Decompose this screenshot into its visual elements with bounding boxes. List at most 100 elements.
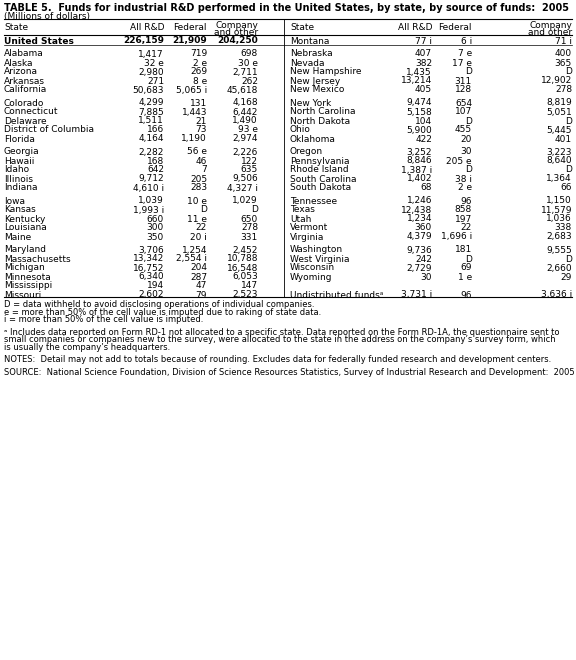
Text: 1,254: 1,254 xyxy=(181,246,207,255)
Text: 3,223: 3,223 xyxy=(547,147,572,156)
Text: 1,443: 1,443 xyxy=(181,108,207,117)
Text: 350: 350 xyxy=(147,232,164,242)
Text: 4,610 i: 4,610 i xyxy=(133,183,164,193)
Text: D: D xyxy=(200,205,207,214)
Text: Alabama: Alabama xyxy=(4,50,44,59)
Text: 71 i: 71 i xyxy=(555,36,572,46)
Text: 1,039: 1,039 xyxy=(138,197,164,205)
Text: 7 e: 7 e xyxy=(458,50,472,59)
Text: 5,158: 5,158 xyxy=(406,108,432,117)
Text: Delaware: Delaware xyxy=(4,117,47,125)
Text: Pennsylvania: Pennsylvania xyxy=(290,156,350,166)
Text: 1,364: 1,364 xyxy=(547,174,572,183)
Text: Louisiana: Louisiana xyxy=(4,224,47,232)
Text: Maine: Maine xyxy=(4,232,31,242)
Text: 2 e: 2 e xyxy=(193,59,207,67)
Text: 1,435: 1,435 xyxy=(407,67,432,77)
Text: Maryland: Maryland xyxy=(4,246,46,255)
Text: 1,029: 1,029 xyxy=(232,197,258,205)
Text: 2,452: 2,452 xyxy=(233,246,258,255)
Text: Kentucky: Kentucky xyxy=(4,214,46,224)
Text: 226,159: 226,159 xyxy=(123,36,164,46)
Text: 5,065 i: 5,065 i xyxy=(176,86,207,94)
Text: 9,736: 9,736 xyxy=(406,246,432,255)
Text: 11,579: 11,579 xyxy=(540,205,572,214)
Text: D: D xyxy=(465,166,472,174)
Text: State: State xyxy=(4,22,28,32)
Text: D: D xyxy=(565,255,572,263)
Text: 2,282: 2,282 xyxy=(139,147,164,156)
Text: TABLE 5.  Funds for industrial R&D performed in the United States, by state, by : TABLE 5. Funds for industrial R&D perfor… xyxy=(4,3,569,13)
Text: 30: 30 xyxy=(460,147,472,156)
Text: 5,445: 5,445 xyxy=(547,125,572,135)
Text: 13,342: 13,342 xyxy=(132,255,164,263)
Text: 1,234: 1,234 xyxy=(407,214,432,224)
Text: 9,474: 9,474 xyxy=(407,98,432,108)
Text: 68: 68 xyxy=(420,183,432,193)
Text: 283: 283 xyxy=(190,183,207,193)
Text: Mississippi: Mississippi xyxy=(4,282,52,290)
Text: West Virginia: West Virginia xyxy=(290,255,350,263)
Text: Wisconsin: Wisconsin xyxy=(290,263,335,273)
Text: 422: 422 xyxy=(415,135,432,143)
Text: Minnesota: Minnesota xyxy=(4,273,51,282)
Text: Colorado: Colorado xyxy=(4,98,44,108)
Text: 22: 22 xyxy=(461,224,472,232)
Text: 22: 22 xyxy=(196,224,207,232)
Text: 3,636 i: 3,636 i xyxy=(541,290,572,300)
Text: 30: 30 xyxy=(420,273,432,282)
Text: NOTES:  Detail may not add to totals because of rounding. Excludes data for fede: NOTES: Detail may not add to totals beca… xyxy=(4,355,551,364)
Text: 5,900: 5,900 xyxy=(406,125,432,135)
Text: 405: 405 xyxy=(415,86,432,94)
Text: 10,788: 10,788 xyxy=(226,255,258,263)
Text: 166: 166 xyxy=(147,125,164,135)
Text: Tennessee: Tennessee xyxy=(290,197,337,205)
Text: 93 e: 93 e xyxy=(238,125,258,135)
Text: 16,548: 16,548 xyxy=(226,263,258,273)
Text: United States: United States xyxy=(4,36,74,46)
Text: 338: 338 xyxy=(555,224,572,232)
Text: 287: 287 xyxy=(190,273,207,282)
Text: 47: 47 xyxy=(196,282,207,290)
Text: 20 i: 20 i xyxy=(190,232,207,242)
Text: Arkansas: Arkansas xyxy=(4,77,45,86)
Text: 1,993 i: 1,993 i xyxy=(132,205,164,214)
Text: 11 e: 11 e xyxy=(187,214,207,224)
Text: Michigan: Michigan xyxy=(4,263,45,273)
Text: Kansas: Kansas xyxy=(4,205,36,214)
Text: e = more than 50% of the cell value is imputed due to raking of state data.: e = more than 50% of the cell value is i… xyxy=(4,308,321,317)
Text: 66: 66 xyxy=(560,183,572,193)
Text: 13,214: 13,214 xyxy=(401,77,432,86)
Text: Arizona: Arizona xyxy=(4,67,38,77)
Text: 7,885: 7,885 xyxy=(138,108,164,117)
Text: 271: 271 xyxy=(147,77,164,86)
Text: 6,442: 6,442 xyxy=(233,108,258,117)
Text: Texas: Texas xyxy=(290,205,315,214)
Text: 205 e: 205 e xyxy=(446,156,472,166)
Text: 401: 401 xyxy=(555,135,572,143)
Text: 8,640: 8,640 xyxy=(547,156,572,166)
Text: 2,974: 2,974 xyxy=(233,135,258,143)
Text: New Mexico: New Mexico xyxy=(290,86,344,94)
Text: District of Columbia: District of Columbia xyxy=(4,125,94,135)
Text: 9,712: 9,712 xyxy=(138,174,164,183)
Text: Missouri: Missouri xyxy=(4,290,41,300)
Text: Utah: Utah xyxy=(290,214,312,224)
Text: 79: 79 xyxy=(195,290,207,300)
Text: 4,164: 4,164 xyxy=(138,135,164,143)
Text: 168: 168 xyxy=(147,156,164,166)
Text: 365: 365 xyxy=(555,59,572,67)
Text: 69: 69 xyxy=(460,263,472,273)
Text: 16,752: 16,752 xyxy=(132,263,164,273)
Text: 698: 698 xyxy=(241,50,258,59)
Text: D: D xyxy=(465,255,472,263)
Text: 1,190: 1,190 xyxy=(181,135,207,143)
Text: D: D xyxy=(465,67,472,77)
Text: 17 e: 17 e xyxy=(452,59,472,67)
Text: 9,506: 9,506 xyxy=(232,174,258,183)
Text: State: State xyxy=(290,22,314,32)
Text: 858: 858 xyxy=(454,205,472,214)
Text: and other: and other xyxy=(214,28,258,37)
Text: 2,523: 2,523 xyxy=(233,290,258,300)
Text: 3,252: 3,252 xyxy=(407,147,432,156)
